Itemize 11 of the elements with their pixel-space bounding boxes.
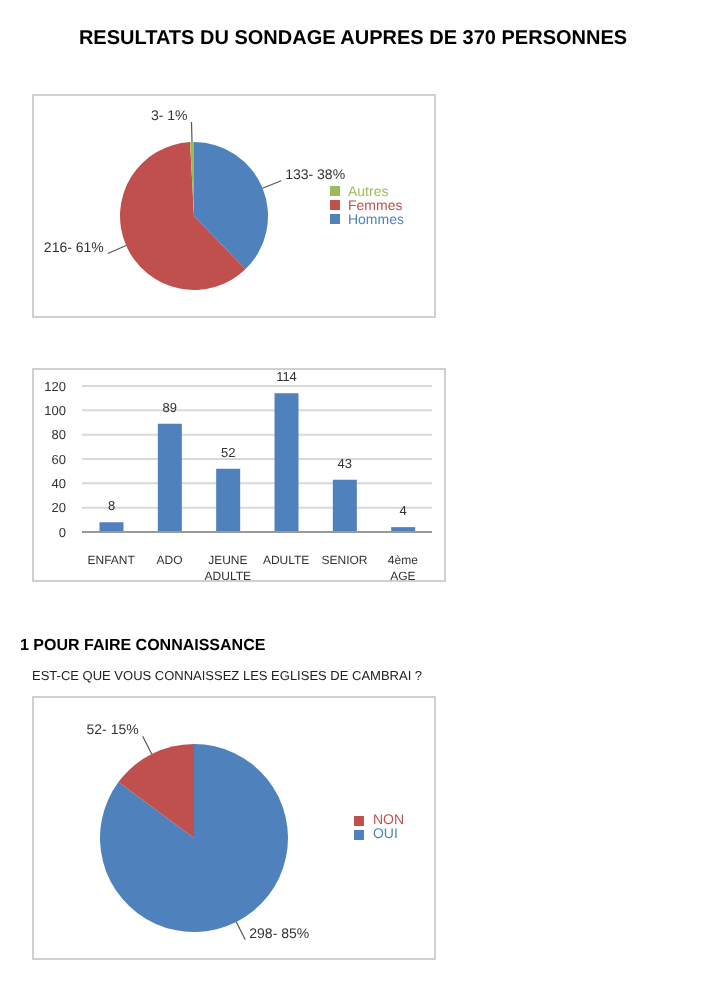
pie-slice — [194, 142, 268, 270]
pie-slice — [118, 744, 194, 838]
bar — [216, 468, 241, 532]
bar — [157, 423, 182, 532]
pie-slice — [120, 142, 246, 290]
bar — [332, 479, 357, 532]
bar — [274, 393, 299, 532]
bar — [99, 522, 124, 532]
chart-title: 1 POUR FAIRE CONNAISSANCE — [20, 636, 268, 654]
chart-title: RESULTATS DU SONDAGE AUPRES DE 370 PERSONNES — [76, 28, 630, 50]
pie-slice — [100, 744, 288, 932]
